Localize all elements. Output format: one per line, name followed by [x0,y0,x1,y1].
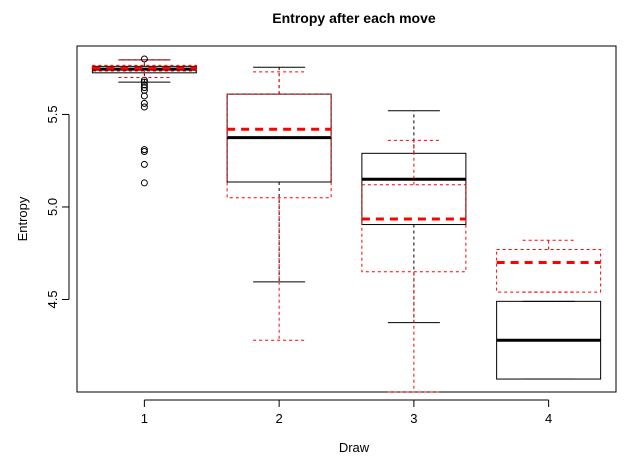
iqr-box [226,93,332,199]
box-groups [91,55,602,393]
outlier-point [140,92,148,100]
x-tick-label: 1 [141,411,148,426]
y-tick-label: 4.5 [45,290,60,308]
y-axis-label: Entropy [15,196,30,241]
y-tick-label: 5.0 [45,198,60,216]
outlier-point [140,99,148,107]
black-solid-series [91,55,602,380]
x-tick-label: 3 [410,411,417,426]
x-tick-label: 2 [276,411,283,426]
red-dashed-series [91,59,602,393]
iqr-box [361,184,467,273]
y-axis: 4.5 5.0 5.5 [45,105,70,309]
plot-frame [76,45,617,393]
outlier-point [140,103,148,111]
chart-title: Entropy after each move [272,10,436,26]
iqr-box [496,249,602,293]
x-tick-label: 4 [545,411,552,426]
outlier-point [140,179,148,187]
outlier-point [140,146,148,154]
outlier-point [140,147,148,155]
y-tick-label: 5.5 [45,105,60,123]
outlier-point [140,160,148,168]
x-axis: 1 2 3 4 [141,399,552,426]
outlier-point [140,84,148,92]
x-axis-label: Draw [339,440,370,455]
outlier-point [140,55,148,63]
